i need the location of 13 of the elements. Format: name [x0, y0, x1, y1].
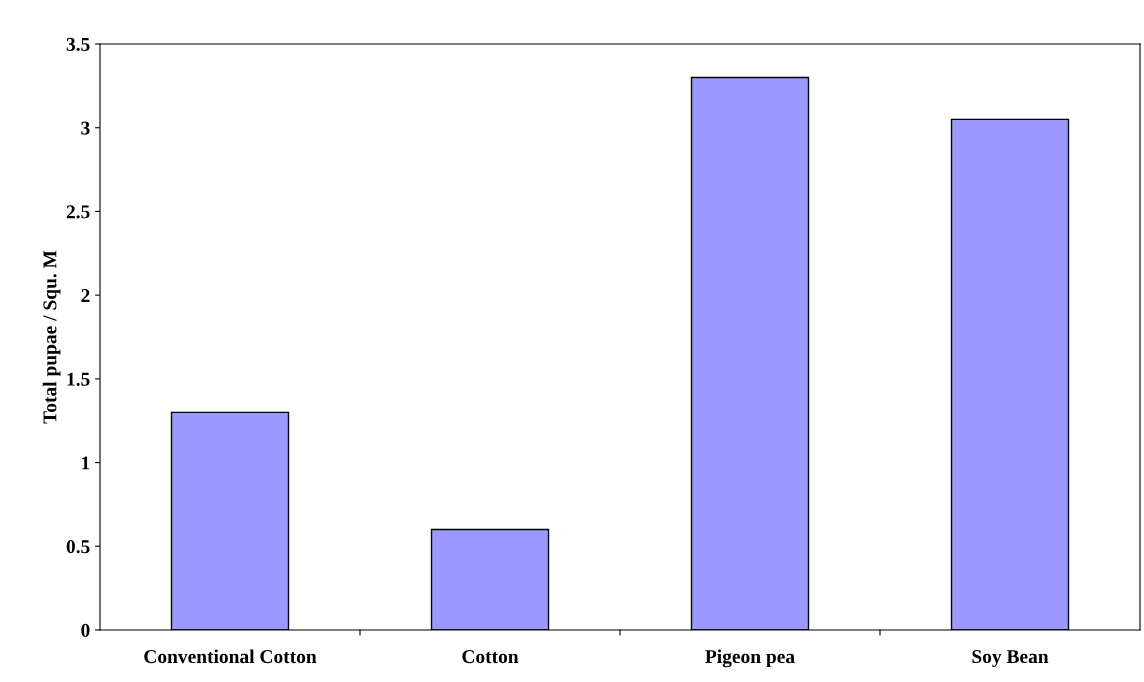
x-tick-label: Pigeon pea — [705, 649, 795, 668]
y-tick-label: 2 — [81, 289, 90, 302]
x-tick-label: Cotton — [462, 650, 519, 664]
x-tick-label: Conventional Cotton — [144, 649, 317, 664]
y-tick-label: 0.5 — [66, 540, 90, 554]
y-tick-label: 2.5 — [66, 205, 90, 219]
y-tick-label: 3 — [81, 121, 90, 135]
y-tick-label: 1 — [82, 456, 90, 470]
y-tick-label: 1.5 — [67, 372, 90, 386]
y-tick-label: 0 — [81, 623, 90, 637]
y-axis-title: Total pupae / Squ. M — [42, 250, 61, 424]
x-tick-label: Soy Bean — [972, 650, 1049, 668]
y-tick-label: 3.5 — [66, 37, 90, 52]
